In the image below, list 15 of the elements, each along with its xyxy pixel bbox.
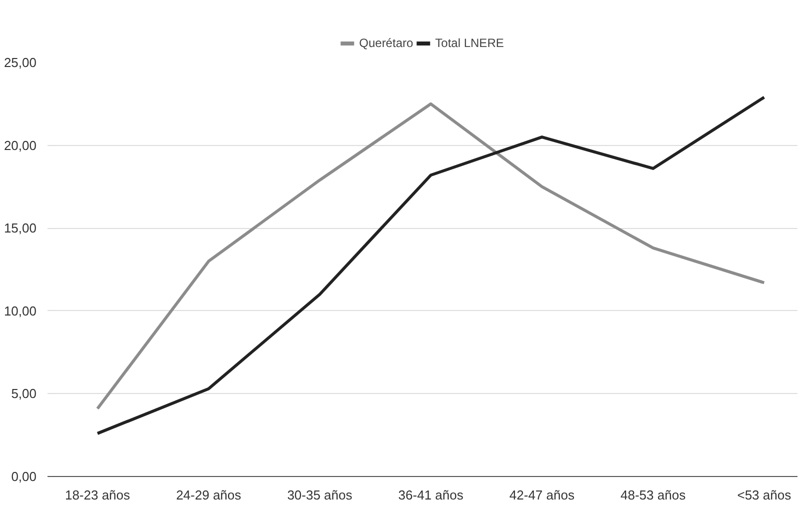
legend-label: Querétaro <box>359 36 414 50</box>
y-tick-label: 5,00 <box>11 386 37 402</box>
y-tick-label: 15,00 <box>4 220 37 236</box>
y-tick-label: 10,00 <box>4 303 37 318</box>
x-tick-label: 18-23 años <box>64 488 131 502</box>
x-tick-label: 36-41 años <box>398 488 464 502</box>
x-tick-label: 42-47 años <box>509 488 575 502</box>
legend-label: Total LNERE <box>435 36 504 50</box>
x-tick-label: 48-53 años <box>620 488 686 502</box>
x-tick-label: <53 años <box>737 488 792 502</box>
x-tick-label: 30-35 años <box>287 488 353 502</box>
y-tick-label: 20,00 <box>4 138 37 153</box>
y-tick-label: 0,00 <box>11 469 37 484</box>
y-tick-label: 25,00 <box>4 55 37 70</box>
x-tick-label: 24-29 años <box>176 488 242 502</box>
